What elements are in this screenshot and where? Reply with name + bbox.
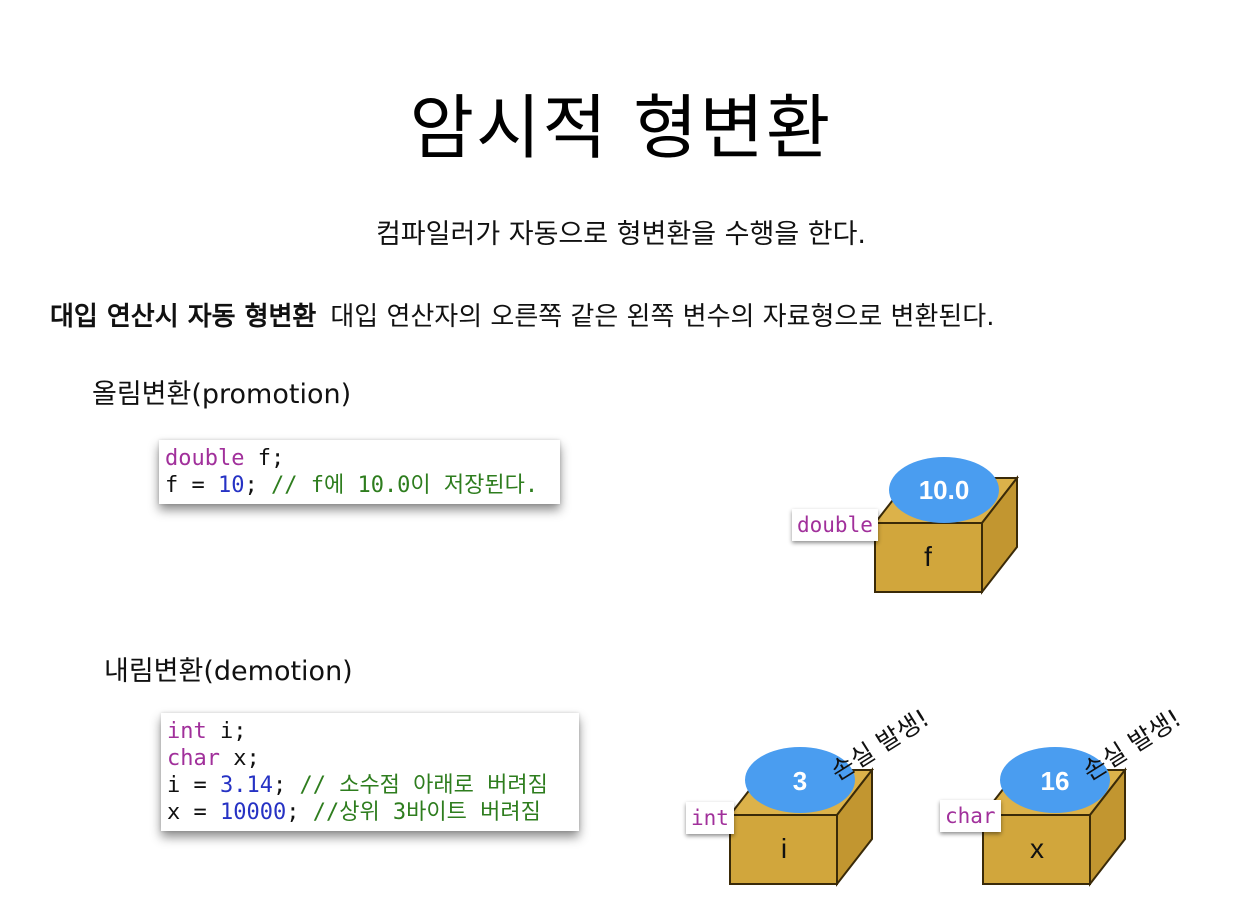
promotion-code-block: double f; f = 10; // f에 10.0이 저장된다. xyxy=(159,440,560,504)
code-keyword: double xyxy=(165,446,245,471)
code-comment: //상위 3바이트 버려짐 xyxy=(312,800,541,825)
type-label-double: double xyxy=(792,509,878,541)
code-line: double f; xyxy=(165,446,284,471)
value-bubble xyxy=(1000,747,1110,813)
code-text: i; xyxy=(206,719,247,744)
code-text: f; xyxy=(244,446,285,471)
code-text: ; xyxy=(244,473,271,498)
code-keyword: int xyxy=(167,719,207,744)
variable-box-x: 16 x xyxy=(980,747,1128,887)
code-number: 10000 xyxy=(219,800,287,825)
type-label-int: int xyxy=(686,802,734,834)
code-text: i = xyxy=(167,773,220,798)
code-number: 3.14 xyxy=(219,773,273,798)
value-bubble xyxy=(745,747,855,813)
rule-text: 대입 연산자의 오른쪽 같은 왼쪽 변수의 자료형으로 변환된다. xyxy=(330,302,995,332)
code-line: f = 10; // f에 10.0이 저장된다. xyxy=(165,473,538,498)
code-text: f = xyxy=(165,473,218,498)
assignment-rule: 대입 연산시 자동 형변환 대입 연산자의 오른쪽 같은 왼쪽 변수의 자료형으로… xyxy=(50,296,994,333)
code-line: x = 10000; //상위 3바이트 버려짐 xyxy=(167,800,541,825)
var-name: x xyxy=(1030,833,1044,864)
demotion-code-block: int i; char x; i = 3.14; // 소수점 아래로 버려짐 … xyxy=(161,713,579,831)
promotion-heading: 올림변환(promotion) xyxy=(92,379,352,410)
var-name: i xyxy=(781,833,787,864)
code-number: 10 xyxy=(217,473,245,498)
code-keyword: char xyxy=(167,746,220,771)
code-comment: // 소수점 아래로 버려짐 xyxy=(299,773,548,798)
code-text: ; xyxy=(272,773,300,798)
value-text: 10.0 xyxy=(919,475,970,505)
rule-heading: 대입 연산시 자동 형변환 xyxy=(50,302,317,332)
var-name: f xyxy=(924,541,932,572)
code-text: x = xyxy=(167,800,220,825)
value-text: 3 xyxy=(793,766,807,796)
variable-box-f: 10.0 f xyxy=(872,457,1020,595)
value-text: 16 xyxy=(1041,766,1070,796)
code-line: char x; xyxy=(167,746,260,771)
demotion-heading: 내림변환(demotion) xyxy=(104,656,353,687)
subtitle: 컴파일러가 자동으로 형변환을 수행을 한다. xyxy=(375,219,867,250)
value-bubble xyxy=(889,457,999,523)
type-label-char: char xyxy=(940,800,1001,832)
code-text: ; xyxy=(286,800,313,825)
code-comment: // f에 10.0이 저장된다. xyxy=(270,473,539,498)
code-line: i = 3.14; // 소수점 아래로 버려짐 xyxy=(167,773,548,798)
code-line: int i; xyxy=(167,719,247,744)
page-title: 암시적 형변환 xyxy=(409,87,833,169)
variable-box-i: 3 i xyxy=(727,747,875,887)
code-text: x; xyxy=(219,746,260,771)
